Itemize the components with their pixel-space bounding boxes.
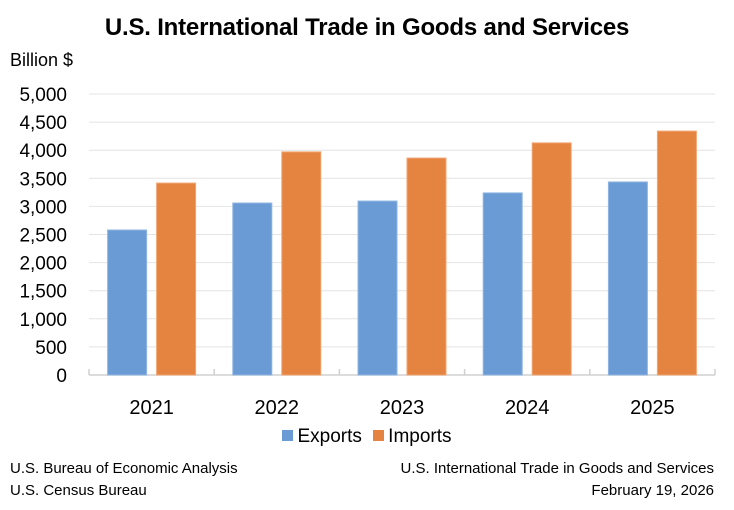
bar-exports-2021 xyxy=(107,229,148,376)
legend-swatch-imports xyxy=(373,430,385,441)
y-tick-label: 500 xyxy=(35,338,67,359)
y-tick-label: 2,500 xyxy=(19,226,67,247)
release-title: U.S. International Trade in Goods and Se… xyxy=(400,460,714,477)
bar-exports-2023 xyxy=(357,200,398,376)
y-tick-label: 4,000 xyxy=(19,141,67,162)
x-tick-label: 2021 xyxy=(129,397,174,419)
legend-item-imports: Imports xyxy=(373,426,452,448)
x-tick-label: 2023 xyxy=(380,397,425,419)
bar-imports-2021 xyxy=(156,182,197,376)
y-tick-label: 1,500 xyxy=(19,282,67,303)
bar-imports-2022 xyxy=(281,151,322,376)
legend-label-exports: Exports xyxy=(297,426,362,447)
x-tick-label: 2022 xyxy=(255,397,300,419)
release-date: February 19, 2026 xyxy=(591,482,714,499)
x-tick-label: 2024 xyxy=(505,397,550,419)
legend-item-exports: Exports xyxy=(282,426,362,448)
bar-imports-2025 xyxy=(656,130,697,376)
release-info: U.S. International Trade in Goods and Se… xyxy=(400,458,714,502)
source-bea: U.S. Bureau of Economic Analysis xyxy=(10,460,238,477)
bar-exports-2022 xyxy=(232,202,273,376)
bar-imports-2024 xyxy=(531,142,572,376)
bar-imports-2023 xyxy=(406,157,447,376)
legend: Exports Imports xyxy=(0,426,734,448)
y-tick-label: 0 xyxy=(56,366,67,387)
chart-title: U.S. International Trade in Goods and Se… xyxy=(104,14,630,41)
y-tick-label: 4,500 xyxy=(19,113,67,134)
y-tick-label: 3,500 xyxy=(19,169,67,190)
source-credits: U.S. Bureau of Economic Analysis U.S. Ce… xyxy=(10,458,238,502)
y-tick-label: 3,000 xyxy=(19,197,67,218)
bar-exports-2025 xyxy=(607,181,648,376)
x-tick-label: 2025 xyxy=(630,397,675,419)
bar-exports-2024 xyxy=(482,192,523,376)
legend-swatch-exports xyxy=(282,430,294,441)
source-census: U.S. Census Bureau xyxy=(10,482,147,499)
y-tick-label: 5,000 xyxy=(19,85,67,106)
y-axis-label: Billion $ xyxy=(10,50,74,70)
y-tick-label: 1,000 xyxy=(19,310,67,331)
bar-chart: 0 500 1,000 1,500 2,000 2,500 3,000 3,500 4,000 4… xyxy=(19,85,716,419)
legend-label-imports: Imports xyxy=(388,426,452,447)
y-tick-label: 2,000 xyxy=(19,254,67,275)
